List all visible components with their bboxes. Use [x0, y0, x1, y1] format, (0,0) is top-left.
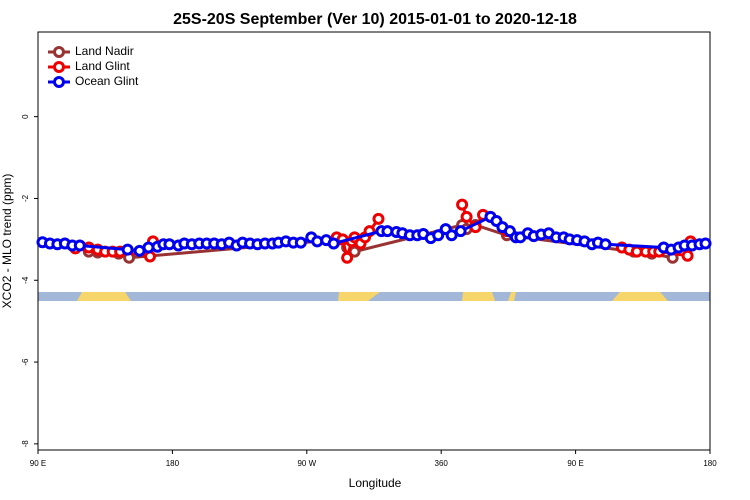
x-tick-label: 90 E: [567, 459, 583, 468]
point: [372, 212, 385, 225]
point: [432, 229, 445, 242]
x-tick-label: 360: [435, 459, 449, 468]
point: [327, 237, 340, 250]
map-strip: [38, 292, 710, 301]
x-tick-label: 90 E: [30, 459, 46, 468]
y-tick-label: -2: [21, 194, 30, 202]
y-tick-label: 0: [21, 114, 30, 119]
point: [144, 250, 156, 263]
point: [456, 198, 469, 211]
x-axis-label: Longitude: [349, 476, 402, 490]
point: [460, 210, 473, 223]
point: [73, 239, 86, 252]
point: [454, 225, 467, 238]
x-tick-label: 90 W: [297, 459, 316, 468]
legend-label: Land Nadir: [75, 44, 134, 58]
legend-marker: [53, 61, 65, 73]
point: [699, 237, 712, 250]
y-axis-label: XCO2 - MLO trend (ppm): [0, 174, 14, 309]
y-tick-label: -8: [21, 440, 30, 448]
point: [121, 243, 134, 256]
point: [294, 236, 307, 249]
legend-marker: [53, 46, 65, 58]
point: [599, 238, 612, 251]
legend-label: Ocean Glint: [75, 74, 139, 88]
y-tick-label: -4: [21, 276, 30, 284]
point: [681, 249, 694, 262]
legend-marker: [53, 76, 65, 88]
y-tick-label: -6: [21, 358, 30, 366]
point: [445, 229, 458, 242]
x-tick-label: 180: [166, 459, 180, 468]
legend-label: Land Glint: [75, 59, 130, 73]
chart-title: 25S-20S September (Ver 10) 2015-01-01 to…: [173, 11, 577, 28]
x-tick-label: 180: [703, 459, 717, 468]
point: [341, 251, 354, 264]
